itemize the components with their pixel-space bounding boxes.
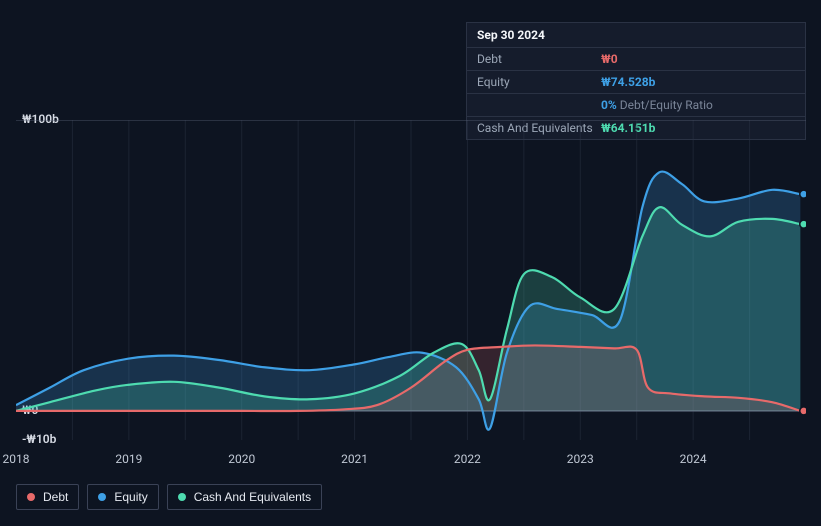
- x-axis-label: 2019: [115, 452, 142, 466]
- legend-label: Equity: [114, 490, 147, 504]
- legend-item-cash[interactable]: Cash And Equivalents: [167, 484, 322, 510]
- x-axis: 2018201920202021202220232024: [16, 452, 806, 472]
- tooltip-row-label: [477, 98, 601, 112]
- legend-label: Cash And Equivalents: [194, 490, 311, 504]
- tooltip-row-value: 0% Debt/Equity Ratio: [601, 98, 713, 112]
- cash-end-marker: [800, 220, 806, 228]
- legend-item-debt[interactable]: Debt: [16, 484, 79, 510]
- tooltip-row: Equity₩74.528b: [467, 70, 805, 93]
- tooltip-row-label: Debt: [477, 52, 601, 66]
- x-axis-label: 2020: [228, 452, 255, 466]
- tooltip-row-value: ₩74.528b: [601, 75, 655, 89]
- x-axis-label: 2021: [341, 452, 368, 466]
- financials-area-chart: [16, 120, 806, 450]
- x-axis-label: 2022: [454, 452, 481, 466]
- tooltip-row-value: ₩0: [601, 52, 618, 66]
- legend-label: Debt: [43, 490, 68, 504]
- tooltip-date: Sep 30 2024: [467, 23, 805, 47]
- equity-dot-icon: [98, 493, 106, 501]
- x-axis-label: 2023: [567, 452, 594, 466]
- tooltip-row: 0% Debt/Equity Ratio: [467, 93, 805, 116]
- tooltip-row: Debt₩0: [467, 47, 805, 70]
- debt-end-marker: [800, 407, 806, 415]
- tooltip-row-label: Equity: [477, 75, 601, 89]
- legend-item-equity[interactable]: Equity: [87, 484, 158, 510]
- cash-dot-icon: [178, 493, 186, 501]
- x-axis-label: 2018: [3, 452, 30, 466]
- equity-end-marker: [800, 190, 806, 198]
- chart-legend: Debt Equity Cash And Equivalents: [16, 484, 322, 510]
- x-axis-label: 2024: [680, 452, 707, 466]
- debt-dot-icon: [27, 493, 35, 501]
